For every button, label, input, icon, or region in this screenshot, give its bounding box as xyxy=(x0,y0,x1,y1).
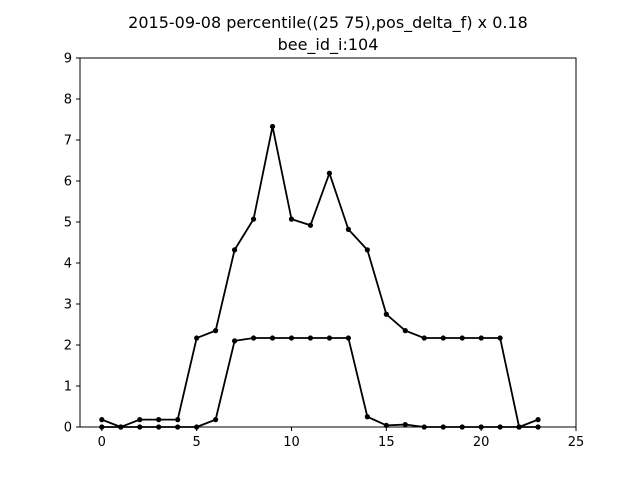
series-1-point xyxy=(288,216,295,222)
series-1-point xyxy=(231,247,238,253)
series-1-point xyxy=(478,335,484,341)
x-tick-label: 10 xyxy=(283,435,300,450)
series-1-point xyxy=(364,247,370,253)
series-2-point xyxy=(269,335,276,341)
series-1-point xyxy=(269,123,276,130)
series-1-point xyxy=(402,328,408,334)
series-2-point xyxy=(231,338,238,344)
series-2-point xyxy=(345,335,351,341)
y-tick-label: 5 xyxy=(64,216,72,231)
series-2-line xyxy=(101,337,539,428)
series-2-point xyxy=(250,335,257,341)
y-tick-label: 9 xyxy=(64,52,72,67)
series-1-point xyxy=(213,328,219,334)
series-1-point xyxy=(175,417,181,423)
series-2-point xyxy=(402,421,408,428)
series-1-line xyxy=(101,125,539,428)
series-1-point xyxy=(421,335,427,341)
series-2-point xyxy=(326,335,333,341)
series-1-point xyxy=(99,417,105,423)
x-tick-label: 15 xyxy=(378,435,395,450)
y-tick-label: 1 xyxy=(64,380,72,395)
series-2-point xyxy=(213,417,219,423)
series-1-point xyxy=(535,417,541,423)
series-1-point xyxy=(307,222,314,228)
plot-frame xyxy=(79,57,577,428)
y-tick-label: 3 xyxy=(64,298,72,313)
series-1-point xyxy=(459,335,465,341)
x-tick-label: 20 xyxy=(473,435,490,450)
y-tick-label: 2 xyxy=(64,339,72,354)
series-1-point xyxy=(194,335,200,341)
series-1-point xyxy=(345,226,351,232)
series-1-point xyxy=(440,335,446,341)
series-1-point xyxy=(137,417,143,423)
y-tick-label: 0 xyxy=(64,421,72,436)
chart-subtitle: bee_id_i:104 xyxy=(278,35,379,55)
y-tick-label: 6 xyxy=(64,175,72,190)
series-2-point xyxy=(288,335,295,341)
x-tick-label: 25 xyxy=(568,435,585,450)
series-2-point xyxy=(307,335,314,341)
y-tick-label: 4 xyxy=(64,257,72,272)
y-tick-label: 8 xyxy=(64,93,72,108)
y-tick-label: 7 xyxy=(64,134,72,149)
x-tick-label: 5 xyxy=(193,435,201,450)
chart-title: 2015-09-08 percentile((25 75),pos_delta_… xyxy=(128,13,528,33)
x-tick-label: 0 xyxy=(98,435,106,450)
series-1-point xyxy=(156,417,162,423)
series-1-point xyxy=(326,170,333,176)
series-1-point xyxy=(497,335,503,341)
series-2-point xyxy=(364,414,370,420)
series-1-point xyxy=(383,311,389,317)
series-1-point xyxy=(250,216,257,222)
plot-area: 0 5 10 15 20 25 0 1 2 3 4 5 6 7 8 9 xyxy=(64,52,585,451)
